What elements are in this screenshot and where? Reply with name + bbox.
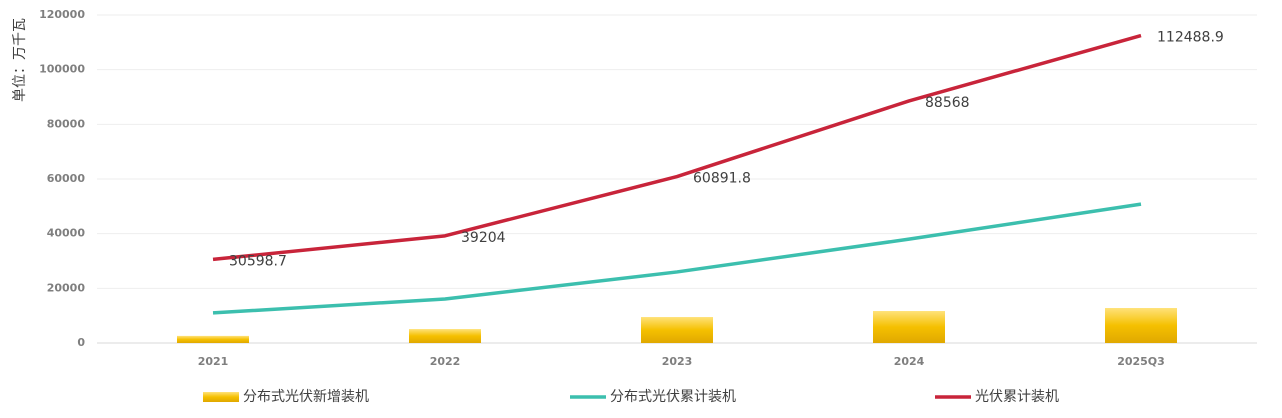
legend-swatch (203, 392, 239, 402)
line (212, 202, 1142, 315)
x-tick-label: 2025Q3 (1117, 355, 1165, 368)
data-label: 88568 (925, 95, 970, 111)
y-tick-label: 0 (77, 336, 85, 349)
line (212, 33, 1142, 262)
x-tick-label: 2024 (894, 355, 925, 368)
y-tick-label: 120000 (39, 8, 85, 21)
data-label: 60891.8 (693, 171, 751, 187)
x-tick-label: 2023 (662, 355, 693, 368)
y-axis-label: 单位：万千瓦 (12, 18, 28, 102)
legend-label: 光伏累计装机 (975, 389, 1059, 405)
bar (409, 329, 481, 343)
y-tick-label: 60000 (47, 172, 86, 185)
data-label: 112488.9 (1157, 30, 1224, 46)
data-label: 39204 (461, 230, 506, 246)
x-tick-label: 2022 (430, 355, 461, 368)
legend-label: 分布式光伏累计装机 (610, 389, 736, 405)
bar (1105, 308, 1177, 343)
y-tick-label: 40000 (47, 227, 86, 240)
y-tick-label: 100000 (39, 63, 85, 76)
bar (177, 335, 249, 343)
bar (873, 311, 945, 343)
y-tick-label: 80000 (47, 117, 86, 130)
bar (641, 317, 713, 343)
data-label: 30598.7 (229, 253, 287, 269)
legend-label: 分布式光伏新增装机 (243, 389, 369, 405)
y-tick-label: 20000 (47, 281, 86, 294)
x-tick-label: 2021 (198, 355, 229, 368)
